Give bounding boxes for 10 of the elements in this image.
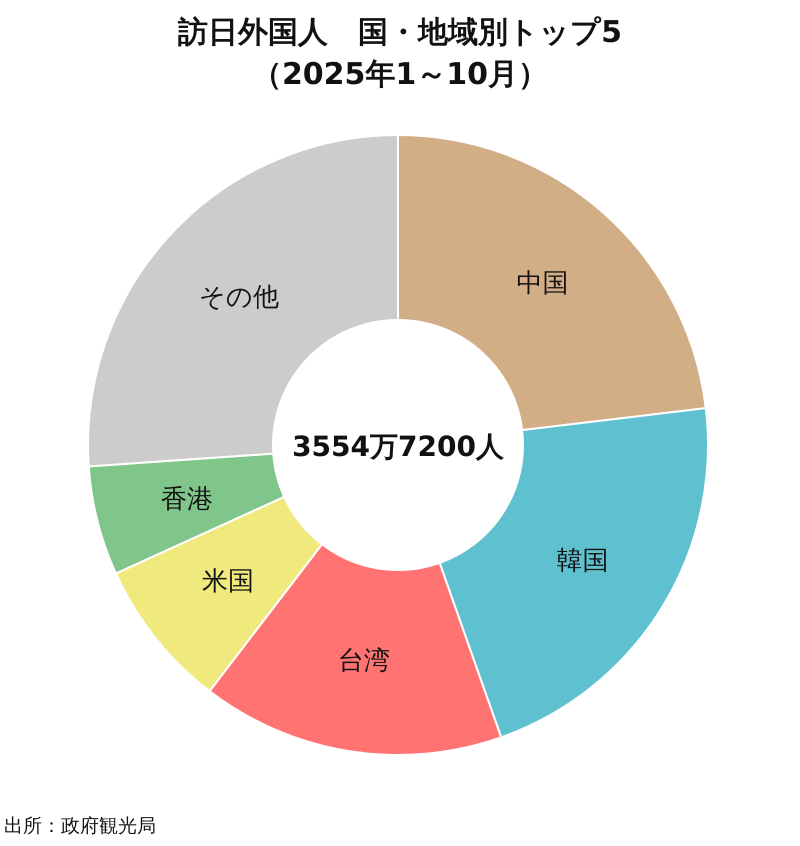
slice-label: その他 (198, 282, 279, 313)
text: 出所：政府観光局 (4, 815, 156, 837)
chart-title: 訪日外国人 国・地域別トップ5 (177, 15, 622, 50)
slice-label: 香港 (161, 484, 214, 514)
chart-subtitle: （2025年1～10月） (252, 57, 548, 92)
slice-label: 米国 (202, 566, 254, 596)
slice-label: 台湾 (338, 646, 390, 676)
slice-label: 中国 (516, 268, 568, 298)
slice-label: 韓国 (556, 546, 609, 576)
text: 3554万7200人 (292, 430, 505, 463)
